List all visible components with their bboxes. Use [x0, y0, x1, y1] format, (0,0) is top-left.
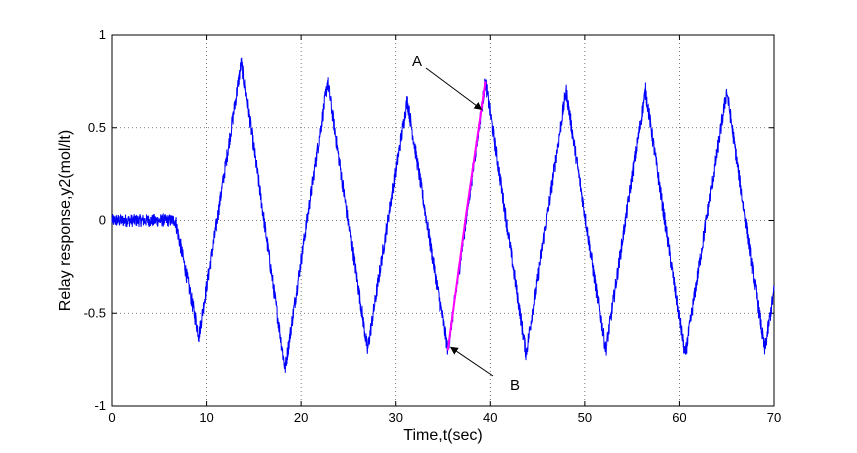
- y-axis-title: Relay response,y2(mol/lt): [57, 130, 74, 311]
- axis-ticks: 0 10 20 30 40 50 60 70 -1 -0.5 0 0.5 1: [84, 27, 782, 425]
- y-tick-label: 1: [99, 27, 106, 42]
- annotation-arrow-b: [449, 346, 494, 377]
- y-tick-label: -0.5: [84, 305, 106, 320]
- series-layer: [111, 57, 775, 373]
- x-tick-label: 60: [672, 410, 686, 425]
- x-tick-label: 0: [108, 410, 115, 425]
- annotation-arrow-a: [425, 67, 483, 110]
- annotation-label-a: A: [412, 53, 422, 70]
- y-tick-label: 0.5: [88, 120, 106, 135]
- x-tick-label: 70: [767, 410, 781, 425]
- plot-frame: [111, 34, 775, 407]
- x-tick-label: 50: [578, 410, 592, 425]
- series-line-relay-response: [111, 57, 775, 373]
- x-tick-label: 20: [294, 410, 308, 425]
- x-tick-label: 30: [388, 410, 402, 425]
- y-tick-label: 0: [99, 213, 106, 228]
- y-tick-label: -1: [94, 398, 106, 413]
- grid-lines: [112, 35, 774, 406]
- annotation-label-b: B: [510, 377, 520, 394]
- x-tick-label: 40: [483, 410, 497, 425]
- series-line-highlight-segment: [446, 81, 487, 351]
- x-axis-title: Time,t(sec): [403, 427, 482, 444]
- annotations: AB: [412, 53, 520, 394]
- x-tick-label: 10: [199, 410, 213, 425]
